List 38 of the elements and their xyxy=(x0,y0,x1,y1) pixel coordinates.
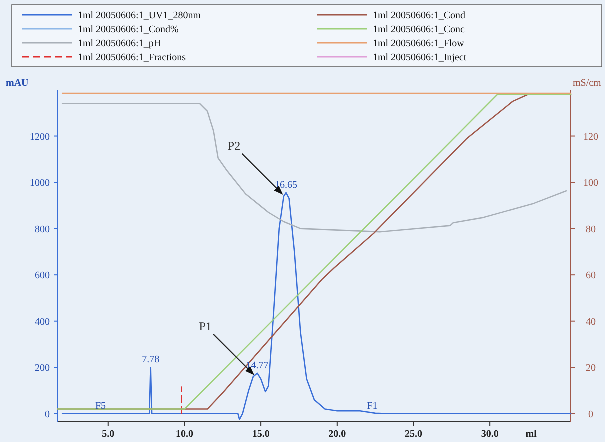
annotation: 7.78 xyxy=(142,354,160,366)
line-series xyxy=(62,103,568,233)
legend-label: 1ml 20050606:1_pH xyxy=(78,38,162,50)
x-tick-label: 25.0 xyxy=(404,429,422,440)
y2-tick-label: 100 xyxy=(584,178,598,190)
annotation: P1 xyxy=(199,319,212,334)
legend-label: 1ml 20050606:1_Cond% xyxy=(78,24,179,36)
y2-tick-label: 0 xyxy=(588,409,594,420)
annotation: 16.65 xyxy=(275,180,298,191)
legend-label: 1ml 20050606:1_Inject xyxy=(373,52,467,64)
x-tick-label: 30.0 xyxy=(481,429,499,440)
x-axis-title: ml xyxy=(526,429,538,440)
y2-tick-label: 60 xyxy=(586,270,596,282)
y2-tick-label: 20 xyxy=(586,363,596,374)
x-tick-label: 10.0 xyxy=(176,429,194,440)
y-tick-label: 1200 xyxy=(30,132,50,143)
x-tick-label: 15.0 xyxy=(252,429,270,440)
legend-label: 1ml 20050606:1_Conc xyxy=(373,24,466,36)
y2-axis-title: mS/cm xyxy=(573,78,602,89)
legend-label: 1ml 20050606:1_UV1_280nm xyxy=(78,10,202,22)
y-tick-label: 600 xyxy=(35,270,50,282)
y-tick-label: 400 xyxy=(35,316,50,328)
x-tick-label: 5.0 xyxy=(102,429,115,440)
x-tick-label: 20.0 xyxy=(328,429,346,440)
y2-tick-label: 120 xyxy=(584,132,598,143)
annotation: P2 xyxy=(228,138,241,153)
legend-label: 1ml 20050606:1_Flow xyxy=(373,38,466,50)
y-tick-label: 800 xyxy=(35,224,50,236)
annotation: F1 xyxy=(367,400,378,412)
y2-tick-label: 40 xyxy=(586,316,596,328)
legend-label: 1ml 20050606:1_Fractions xyxy=(78,52,186,64)
y-tick-label: 200 xyxy=(35,363,50,374)
line-series xyxy=(62,192,572,420)
y-tick-label: 1000 xyxy=(30,178,50,190)
legend-label: 1ml 20050606:1_Cond xyxy=(373,10,466,22)
y-tick-label: 0 xyxy=(45,409,50,420)
y-axis-title: mAU xyxy=(6,78,29,89)
y2-tick-label: 80 xyxy=(586,224,596,236)
